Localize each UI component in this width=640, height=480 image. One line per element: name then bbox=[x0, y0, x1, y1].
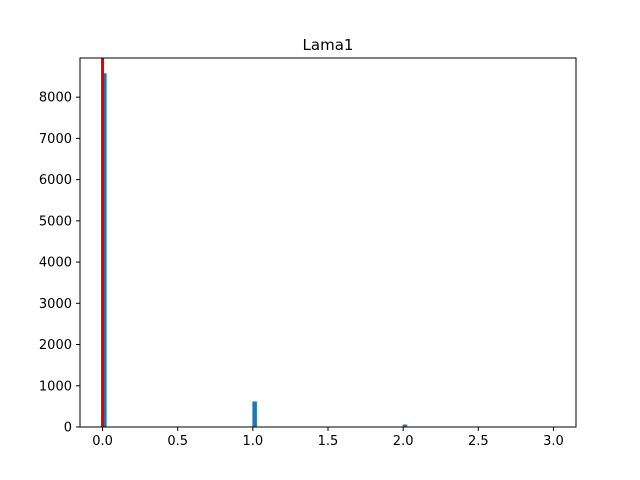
y-tick-label: 0 bbox=[64, 421, 72, 436]
chart-title: Lama1 bbox=[303, 36, 354, 54]
x-tick-label: 0.5 bbox=[167, 434, 188, 449]
y-tick-label: 7000 bbox=[39, 132, 72, 147]
bars-layer bbox=[102, 73, 558, 427]
plot-frame bbox=[79, 57, 577, 428]
x-tick-label: 0.0 bbox=[92, 434, 113, 449]
y-tick-label: 2000 bbox=[39, 338, 72, 353]
x-tick-label: 1.0 bbox=[243, 434, 264, 449]
y-tick-label: 3000 bbox=[39, 297, 72, 312]
axes-layer bbox=[79, 57, 577, 428]
histogram-bar-1 bbox=[252, 401, 257, 427]
x-tick-label: 1.5 bbox=[318, 434, 339, 449]
y-tick-label: 1000 bbox=[39, 379, 72, 394]
x-tick-label: 2.0 bbox=[393, 434, 414, 449]
x-axis-ticks: 0.0 0.5 1.0 1.5 2.0 2.5 3.0 bbox=[92, 427, 564, 449]
y-tick-label: 4000 bbox=[39, 256, 72, 271]
y-tick-label: 6000 bbox=[39, 173, 72, 188]
y-axis-ticks: 0 1000 2000 3000 4000 5000 6000 7000 8000 bbox=[39, 91, 80, 436]
histogram-bar-0 bbox=[102, 73, 107, 427]
y-tick-label: 8000 bbox=[39, 91, 72, 106]
histogram-bar-2 bbox=[402, 424, 408, 427]
x-tick-label: 2.5 bbox=[468, 434, 489, 449]
y-tick-label: 5000 bbox=[39, 214, 72, 229]
x-tick-label: 3.0 bbox=[543, 434, 564, 449]
